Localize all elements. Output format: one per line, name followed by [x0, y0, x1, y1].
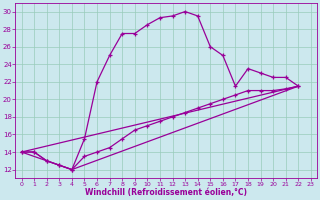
X-axis label: Windchill (Refroidissement éolien,°C): Windchill (Refroidissement éolien,°C) — [85, 188, 247, 197]
